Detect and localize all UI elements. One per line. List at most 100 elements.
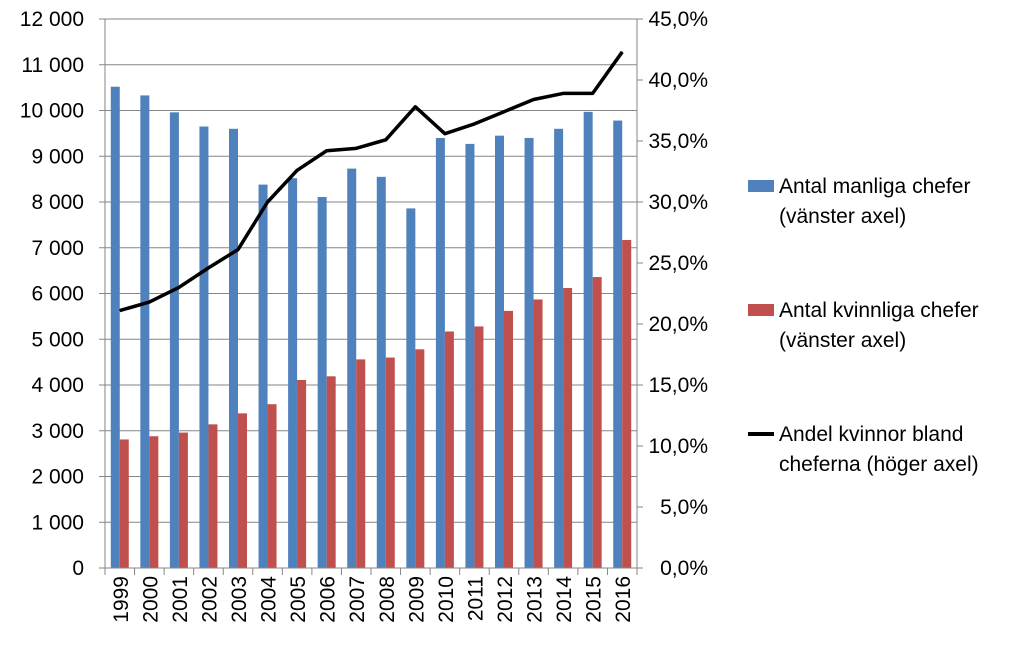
x-tick-label-2010: 2010: [435, 576, 458, 623]
legend-label-2-line2: cheferna (höger axel): [779, 453, 979, 476]
right-tick-label: 45,0%: [648, 8, 708, 31]
right-tick-label: 10,0%: [648, 435, 708, 458]
bar-men-2014: [554, 128, 564, 569]
legend-label-1-line2: (vänster axel): [779, 329, 906, 352]
left-tick-label: 1 000: [31, 511, 84, 534]
bar-women-2012: [504, 310, 513, 568]
left-tick-label: 0: [72, 557, 84, 580]
right-tick-label: 15,0%: [648, 374, 708, 397]
left-tick-label: 8 000: [31, 191, 84, 214]
point-share-1999: [119, 310, 121, 312]
left-tick-label: 11 000: [21, 54, 84, 77]
point-share-2004: [267, 201, 269, 203]
point-share-2009: [414, 106, 416, 108]
right-tick-label: 30,0%: [648, 191, 708, 214]
point-share-2007: [355, 147, 357, 149]
tick-labels: 0 1 000 2 000 3 000 4 000 5 000 6 000 7 000 8 00…: [20, 8, 708, 623]
gridlines: [105, 18, 637, 523]
point-share-2014: [562, 92, 564, 94]
left-tick-label: 7 000: [31, 237, 84, 260]
axes: [99, 18, 643, 575]
right-tick-label: 40,0%: [648, 69, 708, 92]
bar-men-2002: [199, 126, 209, 568]
left-tick-label: 10 000: [20, 100, 84, 123]
bar-men-2000: [140, 95, 150, 568]
line-share-women: [119, 50, 624, 313]
left-tick-label: 2 000: [31, 466, 84, 489]
point-share-2015: [592, 92, 594, 94]
x-tick-label-2001: 2001: [169, 576, 192, 623]
bar-men-1999: [110, 86, 120, 569]
point-share-2003: [237, 249, 239, 251]
x-tick-label-2005: 2005: [287, 576, 310, 623]
point-share-2000: [148, 301, 150, 303]
bar-women-2002: [208, 424, 218, 568]
bar-women-2004: [267, 404, 277, 568]
x-tick-label-1999: 1999: [110, 576, 133, 623]
x-tick-label-2015: 2015: [583, 576, 606, 623]
bar-men-2004: [258, 184, 268, 569]
right-tick-label: 25,0%: [648, 252, 708, 275]
left-tick-label: 4 000: [31, 374, 84, 397]
bar-men-2012: [495, 135, 504, 568]
bar-women-2005: [297, 379, 307, 568]
bars: [110, 86, 632, 569]
bar-men-2008: [376, 176, 386, 568]
bar-women-2008: [385, 357, 395, 568]
point-share-2008: [385, 139, 387, 141]
point-share-2011: [473, 123, 475, 125]
left-tick-label: 6 000: [31, 283, 84, 306]
x-tick-label-2009: 2009: [405, 576, 428, 623]
point-share-2005: [296, 169, 298, 171]
right-tick-label: 20,0%: [648, 313, 708, 336]
bar-women-2007: [356, 359, 366, 568]
x-tick-label-2006: 2006: [317, 576, 340, 623]
point-share-2013: [533, 99, 535, 101]
x-tick-label-2000: 2000: [139, 576, 162, 623]
x-tick-label-2002: 2002: [198, 576, 221, 623]
x-tick-label-2008: 2008: [376, 576, 399, 623]
bar-men-2009: [406, 208, 416, 568]
x-tick-label-2003: 2003: [228, 576, 251, 623]
x-tick-label-2012: 2012: [494, 576, 517, 623]
point-share-2016: [621, 51, 623, 53]
x-tick-label-2004: 2004: [258, 576, 281, 623]
right-tick-label: 0,0%: [660, 557, 708, 580]
bar-women-2003: [238, 413, 247, 568]
bar-women-2000: [149, 436, 159, 568]
bar-women-2006: [326, 376, 336, 568]
bar-women-2010: [444, 331, 454, 568]
legend-label-0-line1: Antal manliga chefer: [779, 175, 970, 198]
bar-men-2001: [169, 112, 179, 568]
left-tick-label: 12 000: [20, 8, 84, 31]
bar-women-1999: [119, 439, 129, 568]
bar-men-2011: [465, 143, 475, 568]
left-tick-label: 5 000: [31, 328, 84, 351]
x-tick-label-2014: 2014: [553, 576, 576, 623]
legend-label-2-line1: Andel kvinnor bland: [779, 423, 963, 446]
legend-swatch-1: [748, 304, 774, 316]
point-share-2010: [444, 133, 446, 135]
line-series: [119, 50, 624, 313]
bar-women-2016: [622, 239, 632, 568]
point-share-2012: [503, 111, 505, 113]
bar-men-2005: [288, 178, 298, 568]
bar-women-2011: [474, 326, 484, 568]
point-share-2001: [178, 286, 180, 288]
bar-men-2013: [524, 137, 534, 568]
x-tick-label-2016: 2016: [612, 576, 635, 623]
x-tick-label-2007: 2007: [346, 576, 369, 623]
bar-men-2007: [347, 168, 357, 569]
bar-men-2003: [229, 128, 238, 569]
bar-women-2014: [563, 288, 573, 568]
bar-women-2009: [415, 349, 425, 568]
x-tick-label-2013: 2013: [524, 576, 547, 623]
x-tick-label-2011: 2011: [464, 576, 487, 621]
bar-men-2010: [435, 137, 445, 568]
legend-swatch-0: [748, 180, 774, 192]
bar-women-2013: [533, 299, 543, 568]
right-tick-label: 5,0%: [660, 496, 708, 519]
bar-women-2015: [592, 277, 602, 568]
bar-women-2001: [178, 432, 188, 568]
